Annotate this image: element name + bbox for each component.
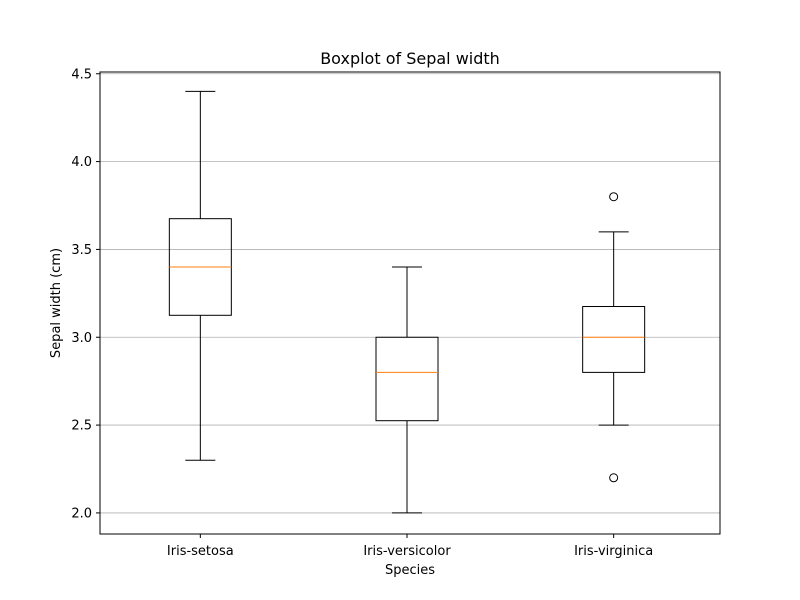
x-tick-label: Iris-virginica [574, 544, 653, 559]
y-axis-label: Sepal width (cm) [49, 248, 64, 358]
outlier-point [609, 192, 619, 202]
box-iris-setosa [168, 90, 232, 461]
y-tick-label: 4.0 [71, 155, 92, 170]
grid-lines [100, 73, 720, 514]
y-tick-label: 3.0 [71, 331, 92, 346]
y-tick-label: 2.0 [71, 506, 92, 521]
outlier-point [609, 473, 619, 483]
box-series [168, 90, 646, 514]
y-tick-label: 4.5 [71, 67, 92, 82]
x-axis-label: Species [385, 563, 435, 578]
axis-ticks: 2.0 2.5 3.0 3.5 4.0 4.5 Iris-setosa Iris-versic… [71, 67, 653, 559]
plot-frame [99, 71, 721, 535]
iqr-box [375, 336, 439, 422]
y-tick-label: 2.5 [71, 419, 92, 434]
x-tick-label: Iris-setosa [167, 544, 234, 559]
chart-title: Boxplot of Sepal width [320, 49, 500, 68]
iqr-box [582, 306, 646, 373]
x-tick-label: Iris-versicolor [363, 544, 451, 559]
y-tick-label: 3.5 [71, 243, 92, 258]
box-iris-versicolor [375, 266, 439, 514]
box-iris-virginica [582, 192, 646, 483]
